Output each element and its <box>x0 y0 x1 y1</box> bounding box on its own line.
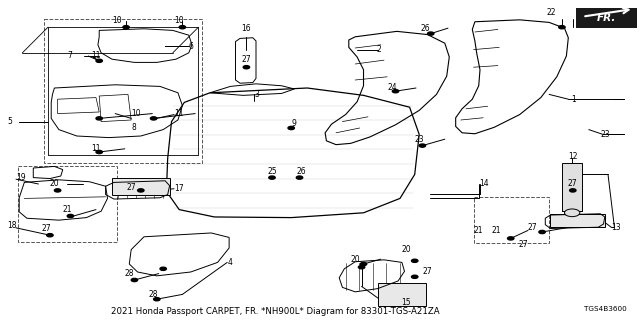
Text: 21: 21 <box>492 226 501 235</box>
Circle shape <box>96 150 102 154</box>
Text: 23: 23 <box>415 135 424 144</box>
Text: 3: 3 <box>254 90 259 99</box>
Circle shape <box>154 298 160 301</box>
Bar <box>378 283 426 306</box>
Text: 27: 27 <box>518 240 528 249</box>
Text: 2021 Honda Passport CARPET, FR. *NH900L* Diagram for 83301-TGS-A21ZA: 2021 Honda Passport CARPET, FR. *NH900L*… <box>111 307 440 316</box>
Circle shape <box>269 176 275 179</box>
Circle shape <box>96 117 102 120</box>
Circle shape <box>419 144 426 147</box>
Text: 21: 21 <box>474 226 483 235</box>
Text: 27: 27 <box>422 268 433 276</box>
Text: 9: 9 <box>291 119 296 128</box>
Bar <box>550 214 605 227</box>
Circle shape <box>160 267 166 270</box>
Text: 27: 27 <box>568 180 578 188</box>
Circle shape <box>67 214 74 218</box>
Circle shape <box>412 275 418 278</box>
Circle shape <box>392 90 399 93</box>
Circle shape <box>358 266 365 269</box>
Text: 25: 25 <box>268 167 277 176</box>
Text: 23: 23 <box>600 130 610 139</box>
Bar <box>576 8 637 28</box>
Bar <box>112 178 170 195</box>
Text: 13: 13 <box>611 223 621 232</box>
Text: 11: 11 <box>91 52 100 60</box>
Text: 4: 4 <box>227 258 232 267</box>
Circle shape <box>564 209 580 217</box>
Text: 16: 16 <box>241 24 252 33</box>
Text: 11: 11 <box>174 109 184 118</box>
Bar <box>18 166 117 242</box>
Circle shape <box>47 234 53 237</box>
Circle shape <box>54 189 61 192</box>
Circle shape <box>179 26 186 29</box>
Text: 27: 27 <box>42 224 51 233</box>
Circle shape <box>150 117 157 120</box>
Text: 10: 10 <box>131 109 141 118</box>
Text: 18: 18 <box>8 221 17 230</box>
Circle shape <box>296 176 303 179</box>
Text: 28: 28 <box>125 269 134 278</box>
Circle shape <box>508 237 514 240</box>
Circle shape <box>288 126 294 130</box>
Circle shape <box>559 26 565 29</box>
Text: 15: 15 <box>401 298 412 307</box>
Text: 10: 10 <box>174 16 184 25</box>
Text: 8: 8 <box>131 124 136 132</box>
Text: 20: 20 <box>50 180 60 188</box>
Text: 7: 7 <box>67 52 72 60</box>
Circle shape <box>123 26 129 29</box>
Text: 2: 2 <box>376 45 381 54</box>
Text: 10: 10 <box>112 16 122 25</box>
Circle shape <box>138 189 144 192</box>
Circle shape <box>539 230 545 234</box>
Circle shape <box>360 262 367 266</box>
Text: 1: 1 <box>571 95 575 104</box>
Bar <box>474 197 549 243</box>
Circle shape <box>131 278 138 282</box>
Bar <box>562 163 582 211</box>
Text: 28: 28 <box>148 290 158 299</box>
Text: 5: 5 <box>8 117 13 126</box>
Circle shape <box>570 189 576 192</box>
Text: 22: 22 <box>547 8 556 17</box>
Text: 20: 20 <box>401 245 412 254</box>
Bar <box>44 19 202 163</box>
Text: 6: 6 <box>189 42 194 51</box>
Text: 21: 21 <box>63 205 72 214</box>
Circle shape <box>412 259 418 262</box>
Circle shape <box>243 66 250 69</box>
Text: 20: 20 <box>350 255 360 264</box>
Text: FR.: FR. <box>597 13 616 23</box>
Text: 27: 27 <box>527 223 538 232</box>
Circle shape <box>96 59 102 62</box>
Text: 24: 24 <box>387 84 397 92</box>
Text: 27: 27 <box>127 183 136 192</box>
Text: TGS4B3600: TGS4B3600 <box>584 306 627 312</box>
Text: 27: 27 <box>241 55 252 64</box>
Text: 14: 14 <box>479 180 488 188</box>
Text: 19: 19 <box>16 173 26 182</box>
Text: 11: 11 <box>91 144 100 153</box>
Text: 12: 12 <box>568 152 577 161</box>
Circle shape <box>428 32 434 35</box>
Text: 26: 26 <box>297 167 307 176</box>
Text: 17: 17 <box>174 184 184 193</box>
Text: 26: 26 <box>420 24 430 33</box>
